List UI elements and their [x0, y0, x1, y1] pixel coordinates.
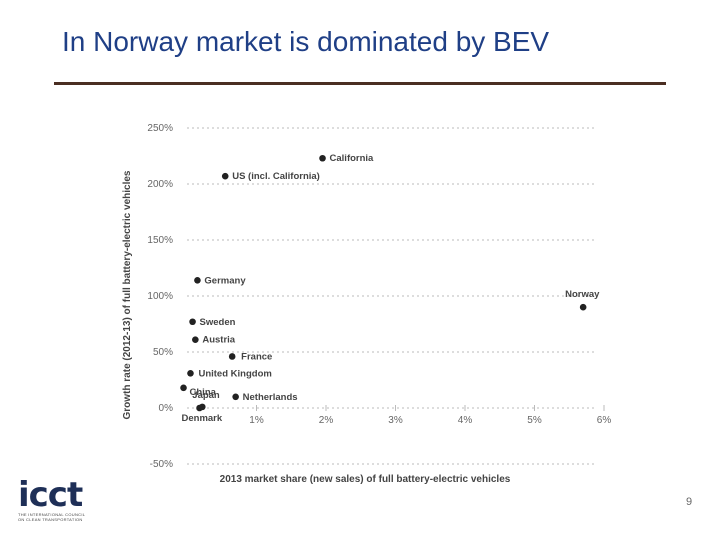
x-tick-label: 2% [319, 415, 334, 426]
x-tick-label: 3% [388, 415, 403, 426]
data-point [232, 393, 239, 401]
page-number: 9 [686, 496, 693, 508]
logo-tagline-1: THE INTERNATIONAL COUNCIL [18, 512, 86, 517]
point-label: US (incl. California) [232, 171, 320, 182]
point-label: Denmark [182, 413, 223, 424]
slide-title: In Norway market is dominated by BEV [62, 26, 550, 57]
x-axis-label: 2013 market share (new sales) of full ba… [220, 474, 511, 485]
y-tick-label: -50% [150, 459, 173, 470]
data-point [196, 404, 203, 412]
points: California US (incl. California) Germany No… [180, 153, 600, 424]
scatter-chart: Growth rate (2012-13) of full battery-el… [122, 123, 611, 485]
data-point [579, 303, 587, 311]
point-label: Japan [192, 390, 220, 401]
y-tick-label: 200% [147, 179, 173, 190]
point-label: Norway [565, 289, 600, 300]
grid [187, 127, 605, 465]
logo-tagline-2: ON CLEAN TRANSPORTATION [18, 517, 83, 522]
x-tick-label: 6% [597, 415, 612, 426]
data-point [228, 353, 236, 360]
y-tick-label: 150% [147, 235, 173, 246]
data-point [189, 318, 196, 326]
data-point [180, 384, 187, 392]
y-tick-label: 0% [159, 403, 174, 414]
ticks: 250% 200% 150% 100% 50% 0% -50% 1% 2% 3% 4% 5% 6% [147, 123, 611, 470]
point-label: Austria [202, 335, 235, 346]
point-label: Sweden [200, 317, 236, 328]
data-point [221, 172, 229, 180]
y-tick-label: 100% [147, 291, 173, 302]
point-label: California [330, 153, 375, 164]
x-tick-label: 1% [249, 415, 264, 426]
data-point [194, 277, 201, 284]
point-label: United Kingdom [198, 368, 271, 379]
point-label: Germany [204, 275, 246, 286]
y-tick-label: 250% [147, 123, 173, 134]
y-tick-label: 50% [153, 347, 173, 358]
data-point [319, 154, 326, 162]
point-label: France [241, 351, 272, 362]
data-point [192, 336, 199, 343]
title-divider [54, 82, 666, 85]
icct-logo: icct THE INTERNATIONAL COUNCIL ON CLEAN … [18, 478, 90, 524]
y-axis-label: Growth rate (2012-13) of full battery-el… [122, 170, 133, 419]
point-label: China [190, 387, 217, 398]
x-tick-label: 4% [458, 415, 473, 426]
data-point [187, 369, 194, 377]
x-tick-label: 5% [527, 415, 542, 426]
logo-text: icct [18, 475, 83, 515]
point-label: Netherlands [243, 392, 298, 403]
